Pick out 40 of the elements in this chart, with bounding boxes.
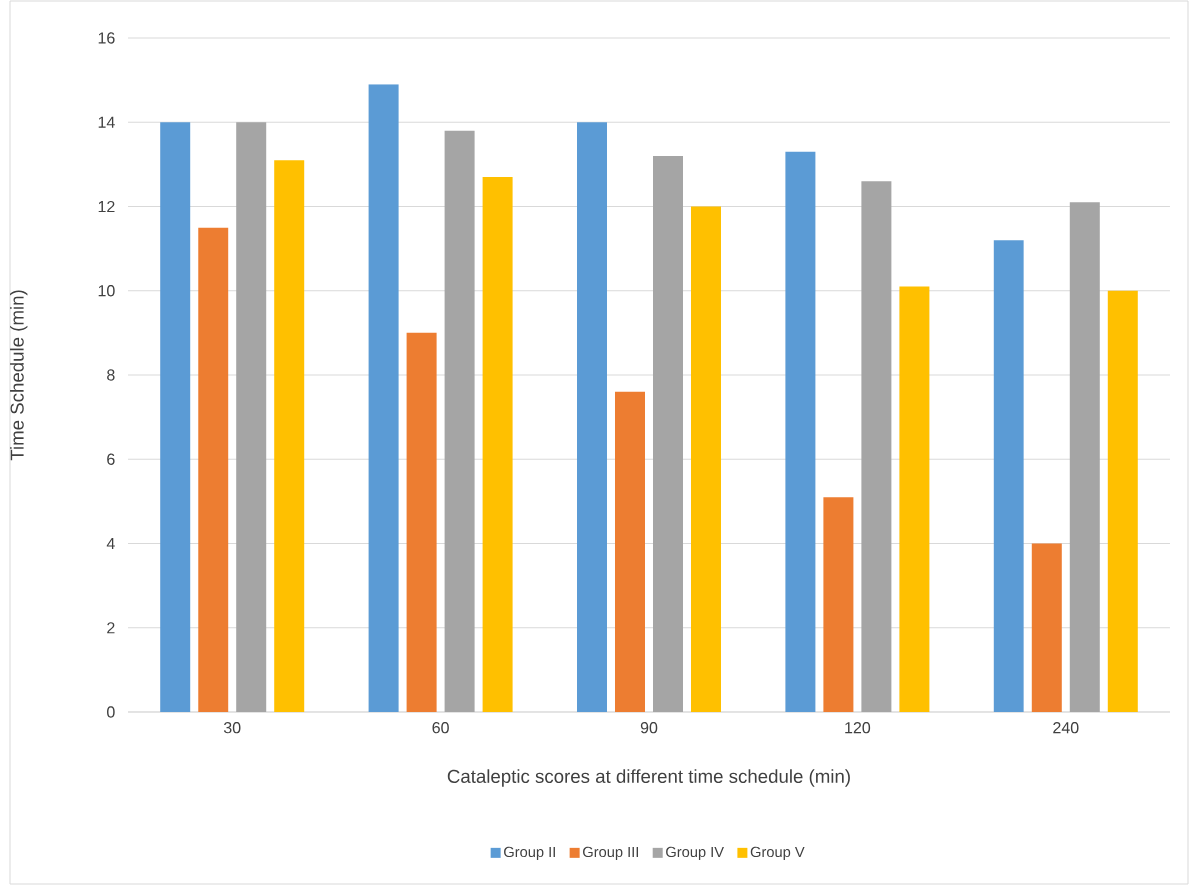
legend-label: Group V [750, 846, 805, 861]
bar [1069, 202, 1100, 712]
x-tick-label: 240 [1053, 722, 1079, 734]
legend-label: Group III [583, 846, 638, 861]
y-tick-label: 12 [98, 200, 115, 213]
x-tick-label: 120 [845, 722, 871, 734]
bar [160, 122, 191, 712]
y-axis-title: Time Schedule (min) [10, 290, 28, 461]
bar [198, 227, 229, 712]
x-tick-label: 30 [223, 722, 241, 734]
y-tick-label: 4 [106, 538, 115, 549]
y-tick-label: 0 [107, 706, 115, 718]
bar [1107, 290, 1138, 712]
bar [368, 84, 399, 712]
legend-label: Group II [504, 846, 555, 861]
bar [823, 497, 854, 712]
bar [482, 177, 513, 712]
y-tick-label: 2 [107, 622, 115, 634]
bar [444, 130, 475, 712]
x-tick-label: 90 [640, 722, 658, 734]
x-axis-title: Cataleptic scores at different time schedule (min) [447, 769, 850, 787]
bar [615, 391, 645, 712]
bar [236, 122, 267, 712]
y-tick-label: 10 [98, 285, 115, 297]
bar [691, 206, 721, 712]
bar [899, 286, 930, 712]
legend-label: Group IV [666, 846, 724, 861]
bar [785, 151, 816, 712]
bar [577, 122, 607, 712]
bar [1031, 543, 1062, 712]
y-tick-label: 14 [98, 116, 115, 128]
x-tick-label: 60 [432, 722, 449, 734]
y-tick-label: 8 [107, 369, 115, 381]
y-tick-label: 6 [107, 453, 115, 465]
bar [861, 181, 892, 712]
bar [993, 240, 1024, 712]
y-tick-label: 16 [98, 32, 115, 44]
bar [653, 155, 683, 712]
bar [274, 160, 305, 712]
bar [406, 332, 437, 712]
